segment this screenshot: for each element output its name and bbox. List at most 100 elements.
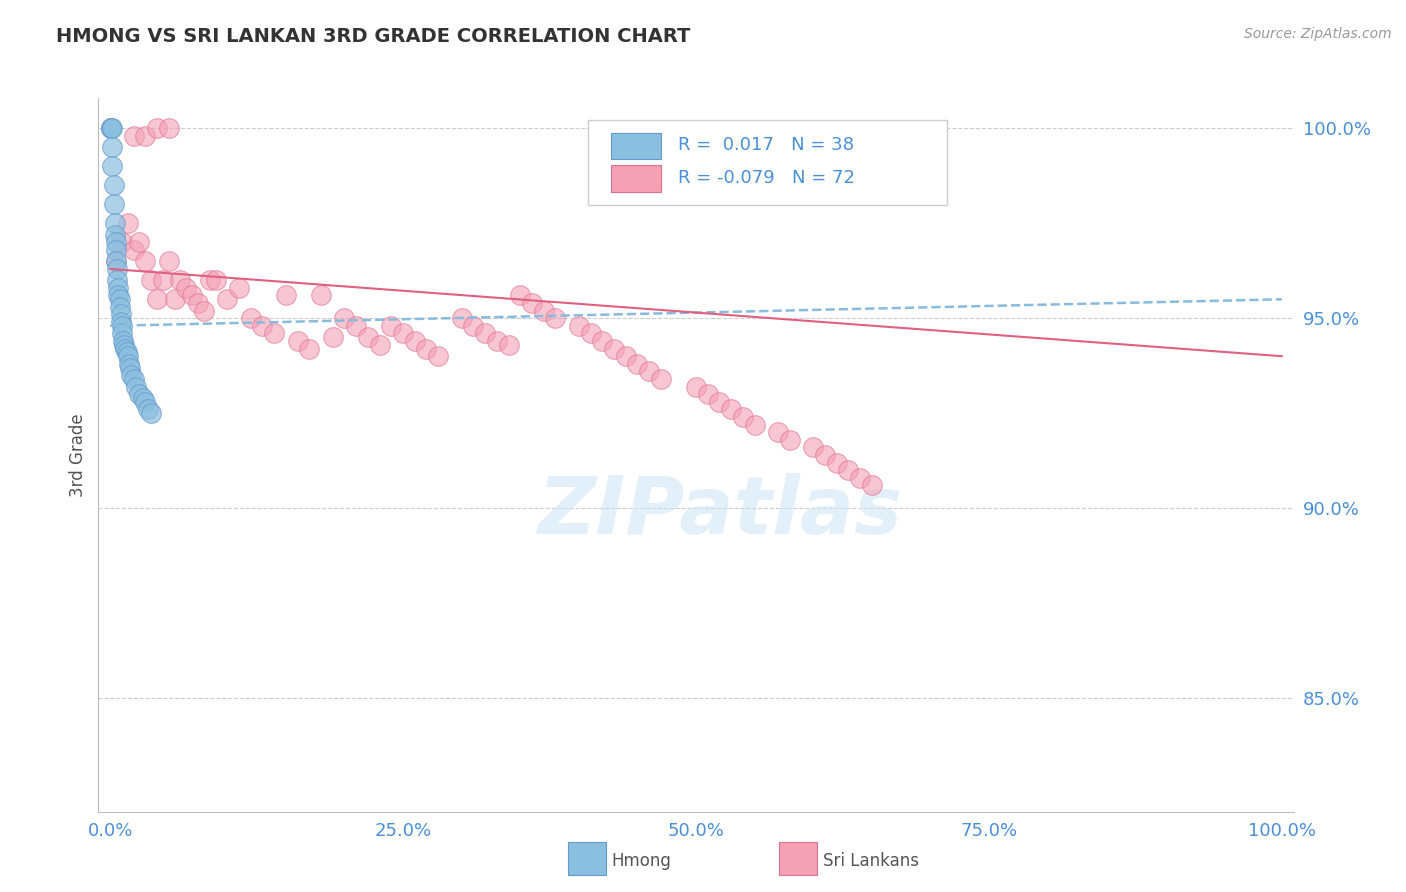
Point xyxy=(105,273,128,287)
Point xyxy=(157,121,180,136)
Point xyxy=(152,273,174,287)
Point xyxy=(274,288,297,302)
FancyBboxPatch shape xyxy=(612,165,661,192)
Point xyxy=(169,273,191,287)
Point xyxy=(136,402,159,417)
Point xyxy=(263,326,285,341)
Point xyxy=(118,357,141,371)
Point xyxy=(239,311,262,326)
Point xyxy=(103,197,125,211)
Point xyxy=(193,303,215,318)
Point xyxy=(108,300,131,314)
Point xyxy=(111,326,134,341)
Point xyxy=(117,349,139,363)
Point xyxy=(837,463,859,477)
Point xyxy=(498,338,520,352)
Point xyxy=(404,334,426,348)
Point xyxy=(101,160,124,174)
Point xyxy=(720,402,742,417)
Point xyxy=(744,417,766,432)
Point xyxy=(591,334,613,348)
Point xyxy=(134,129,156,144)
Point xyxy=(779,433,801,447)
Point xyxy=(825,456,848,470)
Point xyxy=(368,338,391,352)
Point xyxy=(520,296,543,310)
Text: R =  0.017   N = 38: R = 0.017 N = 38 xyxy=(678,136,853,154)
Text: Hmong: Hmong xyxy=(612,852,672,870)
Point xyxy=(181,288,204,302)
FancyBboxPatch shape xyxy=(588,120,946,205)
Point xyxy=(380,318,402,333)
Point xyxy=(298,342,321,356)
Point xyxy=(141,273,163,287)
Point xyxy=(115,345,138,359)
Point xyxy=(731,409,754,424)
Point xyxy=(322,330,344,344)
Point xyxy=(100,121,122,136)
Text: ZIPatlas: ZIPatlas xyxy=(537,473,903,551)
Point xyxy=(463,318,485,333)
Point xyxy=(120,368,142,383)
Point xyxy=(204,273,226,287)
Point xyxy=(110,315,132,329)
Point xyxy=(105,261,128,276)
Point xyxy=(108,293,131,307)
Point xyxy=(111,318,134,333)
Point xyxy=(117,216,139,230)
Point xyxy=(114,342,136,356)
Point xyxy=(112,334,135,348)
Y-axis label: 3rd Grade: 3rd Grade xyxy=(69,413,87,497)
Point xyxy=(107,288,129,302)
Point xyxy=(814,448,837,462)
Point xyxy=(122,372,145,386)
Point xyxy=(415,342,437,356)
Point xyxy=(392,326,415,341)
Point xyxy=(198,273,221,287)
Point xyxy=(217,293,239,307)
Point xyxy=(122,243,145,257)
Point xyxy=(614,349,637,363)
Point xyxy=(105,235,128,250)
Point xyxy=(100,121,122,136)
Point xyxy=(103,178,125,193)
Point xyxy=(105,254,128,268)
Point xyxy=(568,318,591,333)
Point xyxy=(252,318,274,333)
Point xyxy=(128,235,150,250)
Point xyxy=(104,216,127,230)
Point xyxy=(228,281,250,295)
Point xyxy=(125,379,148,393)
Point xyxy=(105,254,128,268)
Point xyxy=(287,334,309,348)
Point xyxy=(544,311,567,326)
Point xyxy=(579,326,602,341)
Point xyxy=(849,471,872,485)
Point xyxy=(626,357,648,371)
Point xyxy=(101,140,124,154)
Text: HMONG VS SRI LANKAN 3RD GRADE CORRELATION CHART: HMONG VS SRI LANKAN 3RD GRADE CORRELATIO… xyxy=(56,27,690,45)
Text: Source: ZipAtlas.com: Source: ZipAtlas.com xyxy=(1244,27,1392,41)
Point xyxy=(132,391,155,405)
FancyBboxPatch shape xyxy=(612,133,661,160)
Point xyxy=(157,254,180,268)
Point xyxy=(134,254,156,268)
Point xyxy=(860,478,883,492)
Point xyxy=(450,311,472,326)
Point xyxy=(309,288,332,302)
Point xyxy=(357,330,380,344)
Point xyxy=(766,425,789,439)
Text: R = -0.079   N = 72: R = -0.079 N = 72 xyxy=(678,169,855,187)
Point xyxy=(128,387,150,401)
Point xyxy=(509,288,531,302)
Point xyxy=(146,121,169,136)
Point xyxy=(122,129,145,144)
Point xyxy=(650,372,672,386)
Point xyxy=(174,281,197,295)
Point xyxy=(101,121,124,136)
Point xyxy=(107,281,129,295)
Point xyxy=(110,308,132,322)
Point xyxy=(112,338,135,352)
Point xyxy=(474,326,496,341)
Point xyxy=(427,349,450,363)
